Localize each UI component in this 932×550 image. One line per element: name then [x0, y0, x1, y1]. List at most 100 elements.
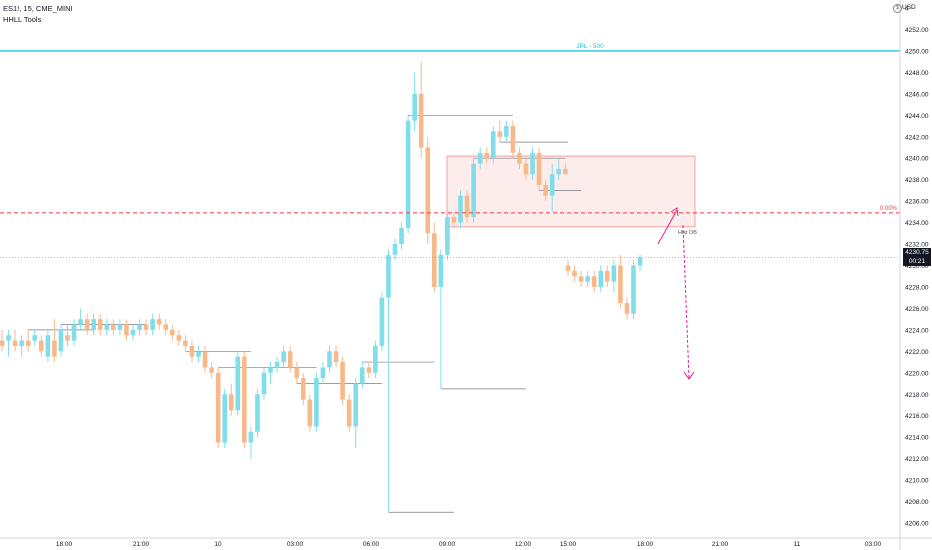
indicator-label[interactable]: HHLL Tools [3, 15, 42, 24]
candle-body [490, 131, 496, 159]
price-tick-label: 4248.00 [905, 70, 929, 77]
candle-body [637, 257, 643, 266]
candle-body [445, 217, 450, 255]
candle-body [78, 319, 83, 325]
candle-body [196, 351, 201, 357]
last-price-badge: 4230.75 00:21 [903, 248, 931, 267]
candle-body [39, 340, 44, 352]
candle-body [605, 270, 610, 282]
candle-body [591, 276, 597, 287]
currency-label[interactable]: USD [902, 4, 916, 11]
price-tick-label: 4214.00 [905, 435, 929, 442]
candle-body [438, 254, 444, 287]
candle-body [255, 394, 260, 432]
candle-body [451, 217, 457, 223]
time-axis[interactable]: 18:00 21:00 10 03:00 06:00 09:00 12:00 15:00 18:… [0, 537, 932, 548]
candle-body [510, 126, 516, 153]
candle-body [104, 324, 110, 330]
candle-body [333, 351, 339, 363]
price-tick-label: 4212.00 [905, 456, 929, 463]
time-tick-label: 18:00 [56, 541, 73, 548]
price-tick-label: 4230.00 [905, 263, 929, 270]
candle-body [287, 351, 293, 368]
bar-countdown: 00:21 [908, 258, 926, 266]
candle-body [464, 195, 470, 218]
candle-body [379, 297, 385, 346]
arrow-head-up [670, 207, 679, 217]
price-tick-label: 4206.00 [905, 521, 929, 528]
candle-body [248, 431, 254, 443]
candle-body [228, 394, 234, 411]
candle-body [58, 329, 64, 352]
candle-body [150, 319, 155, 330]
candle-body [418, 93, 424, 148]
candle-body [432, 233, 437, 287]
candle-body [71, 324, 77, 341]
candle-body [209, 367, 214, 373]
candle-body [425, 147, 431, 234]
price-tick-label: 4228.00 [905, 284, 929, 291]
candle-body [392, 244, 398, 255]
candle-body [137, 324, 142, 330]
candle-body [117, 324, 123, 330]
candle-body [163, 324, 169, 330]
candle-body [261, 372, 267, 395]
price-tick-label: 4244.00 [905, 113, 929, 120]
candle-body [6, 335, 11, 341]
candle-body [281, 351, 286, 363]
currency-icon[interactable]: $ [893, 4, 902, 13]
candle-body [359, 367, 365, 384]
time-tick-label: 03:00 [865, 541, 882, 548]
candle-body [386, 254, 391, 298]
price-tick-label: 4250.00 [905, 48, 929, 55]
time-tick-label: 21:00 [133, 541, 150, 548]
candle-body [399, 227, 404, 245]
candle-body [314, 378, 319, 427]
candle-body [111, 324, 116, 330]
candle-body [84, 319, 90, 330]
candle-body [366, 367, 372, 373]
projection-up-arrow [657, 209, 678, 245]
candle-body [12, 340, 18, 346]
time-tick-label: 10 [214, 541, 222, 548]
candle-body [19, 340, 24, 346]
arrow-head-down [683, 371, 695, 380]
candle-body [124, 324, 129, 336]
price-tick-label: 4 [905, 6, 909, 13]
candle-body [530, 152, 535, 175]
chart-legend: ES1!, 15, CME_MINI HHLL Tools [3, 3, 73, 25]
price-tick-label: 4236.00 [905, 199, 929, 206]
symbol-label[interactable]: ES1!, 15, CME_MINI [3, 4, 73, 13]
candle-body [170, 329, 175, 336]
candle-body [189, 345, 195, 357]
time-tick-label: 21:00 [712, 541, 729, 548]
fib-label: 0.00% [880, 206, 898, 212]
candle-body [585, 276, 590, 282]
order-block-box[interactable]: Hist OB [446, 155, 697, 236]
price-tick-label: 4222.00 [905, 349, 929, 356]
candle-body [268, 367, 273, 373]
time-tick-label: 18:00 [637, 541, 654, 548]
price-tick-label: 4238.00 [905, 177, 929, 184]
candle-body [307, 399, 313, 427]
candle-body [65, 335, 70, 341]
time-tick-label: 09:00 [439, 541, 456, 548]
level-label: JPL - 500 [576, 43, 604, 50]
candle-body [242, 356, 247, 443]
candle-body [563, 168, 568, 175]
candle-body [156, 319, 162, 325]
price-tick-label: 4216.00 [905, 413, 929, 420]
candle-body [222, 394, 227, 443]
candle-body [340, 362, 345, 400]
candle-body [176, 335, 182, 341]
candle-body [346, 399, 352, 427]
candle-body [294, 367, 300, 379]
candle-body [143, 324, 149, 330]
candle-body [598, 270, 604, 287]
time-tick-label: 06:00 [363, 541, 380, 548]
candle-body [235, 356, 241, 411]
candle-body [412, 93, 417, 121]
price-axis[interactable]: 4 4252.00 4250.00 4248.00 4246.00 4244.00 4242… [899, 0, 929, 550]
price-tick-label: 4242.00 [905, 134, 929, 141]
